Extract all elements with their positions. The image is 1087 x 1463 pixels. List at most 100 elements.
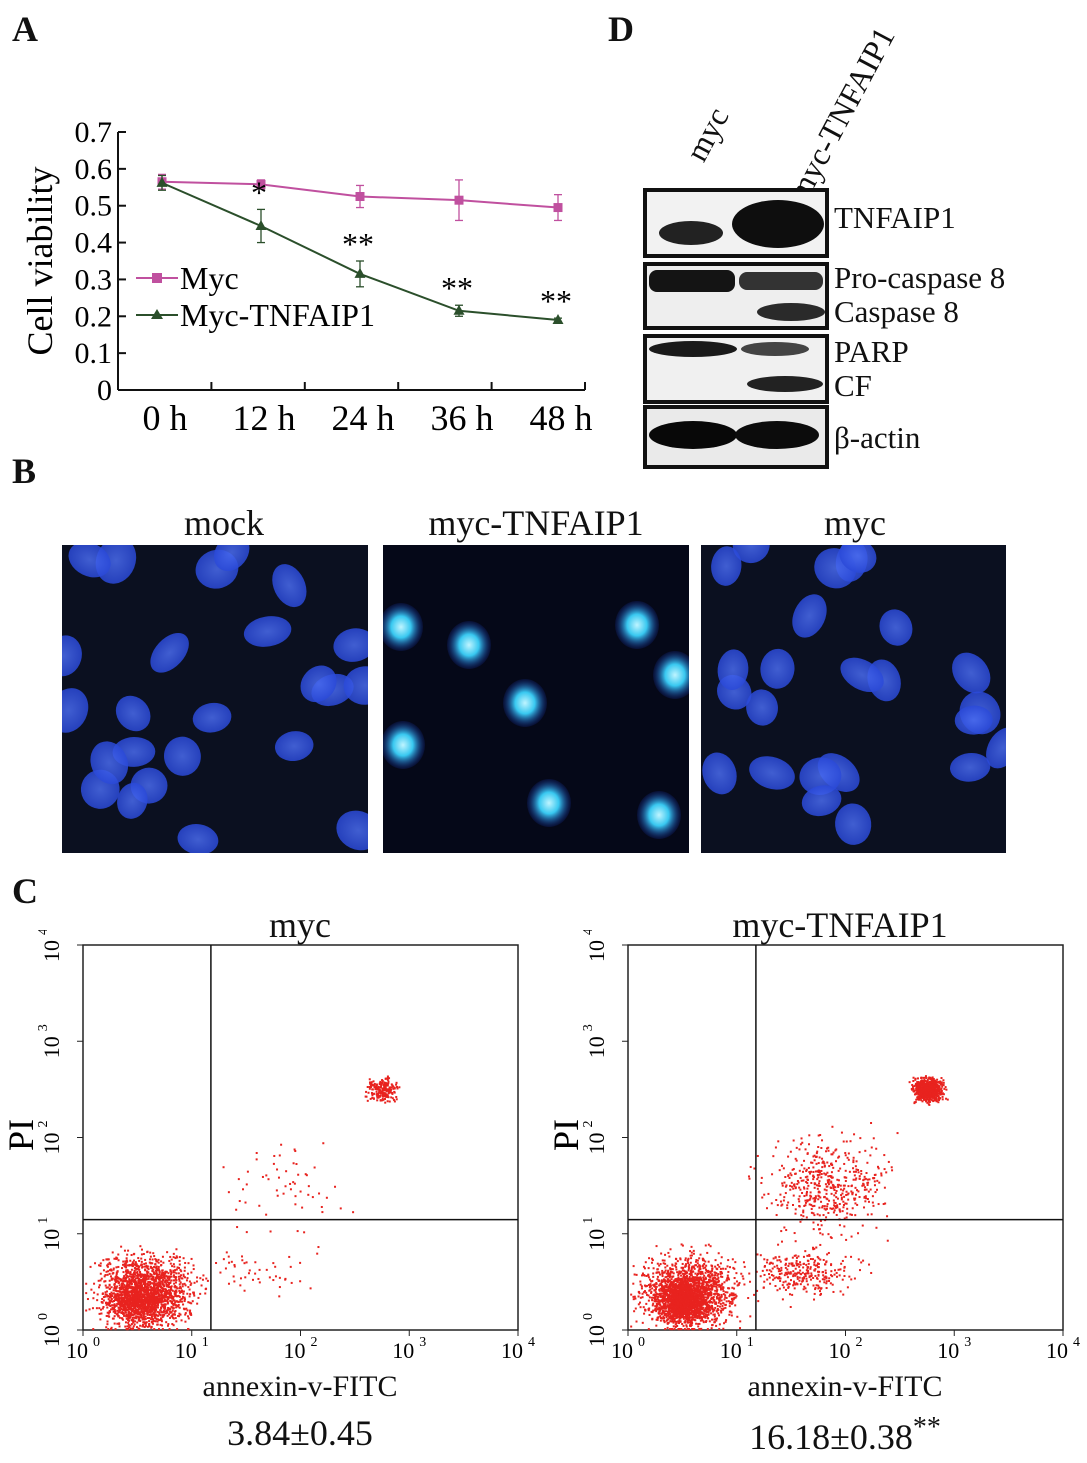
scatter-point	[654, 1305, 657, 1308]
scatter-point	[215, 1262, 218, 1265]
scatter-point	[660, 1292, 663, 1295]
scatter-point	[728, 1287, 731, 1290]
scatter-point	[730, 1293, 733, 1296]
scatter-point	[662, 1305, 665, 1308]
scatter-point	[700, 1304, 703, 1307]
scatter-point	[698, 1276, 701, 1279]
scatter-point	[685, 1314, 688, 1317]
scatter-point	[678, 1320, 681, 1323]
scatter-point	[155, 1258, 158, 1261]
scatter-point	[139, 1245, 142, 1248]
scatter-point	[639, 1283, 642, 1286]
scatter-point	[162, 1284, 165, 1287]
scatter-point	[172, 1324, 175, 1327]
scatter-point	[228, 1261, 231, 1264]
scatter-point	[702, 1306, 705, 1309]
scatter-point	[170, 1315, 173, 1318]
scatter-point	[239, 1277, 242, 1280]
scatter-point	[696, 1291, 699, 1294]
scatter-point	[120, 1308, 123, 1311]
scatter-point	[282, 1192, 285, 1195]
scatter-point	[149, 1273, 152, 1276]
scatter-point	[388, 1090, 391, 1093]
scatter-point	[658, 1301, 661, 1304]
scatter-point	[118, 1325, 121, 1328]
band-procaspase8-lane2	[739, 272, 823, 290]
scatter-point	[115, 1294, 118, 1297]
scatter-point	[164, 1270, 167, 1273]
scatter-point	[709, 1291, 712, 1294]
scatter-point	[122, 1276, 125, 1279]
scatter-point	[661, 1280, 664, 1283]
scatter-point	[178, 1306, 181, 1309]
scatter-point	[146, 1301, 149, 1304]
scatter-point	[151, 1309, 154, 1312]
scatter-point	[382, 1093, 385, 1096]
scatter-point	[136, 1311, 139, 1314]
scatter-point	[666, 1310, 669, 1313]
scatter-point	[173, 1302, 176, 1305]
scatter-point	[123, 1297, 126, 1300]
scatter-point	[708, 1294, 711, 1297]
scatter-point	[162, 1279, 165, 1282]
scatter-point	[689, 1280, 692, 1283]
scatter-point	[645, 1274, 648, 1277]
scatter-point	[133, 1271, 136, 1274]
scatter-point	[681, 1244, 684, 1247]
scatter-point	[180, 1270, 183, 1273]
scatter-point	[339, 1207, 342, 1210]
scatter-point	[697, 1312, 700, 1315]
scatter-point	[227, 1191, 230, 1194]
scatter-point	[671, 1308, 674, 1311]
scatter-point	[682, 1324, 685, 1327]
scatter-point	[145, 1321, 148, 1324]
scatter-point	[151, 1308, 154, 1311]
scatter-point	[709, 1300, 712, 1303]
scatter-point	[169, 1281, 172, 1284]
scatter-point	[131, 1304, 134, 1307]
nucleus	[274, 731, 314, 762]
scatter-point	[175, 1248, 178, 1251]
scatter-point	[730, 1292, 733, 1295]
scatter-point	[126, 1253, 129, 1256]
scatter-point	[125, 1299, 128, 1302]
scatter-point	[669, 1295, 672, 1298]
scatter-point	[138, 1303, 141, 1306]
significance-label: *	[251, 174, 267, 210]
scatter-point	[147, 1296, 150, 1299]
scatter-point	[117, 1253, 120, 1256]
scatter-point	[293, 1182, 296, 1185]
scatter-point	[690, 1254, 693, 1257]
scatter-point	[313, 1166, 316, 1169]
scatter-point	[149, 1302, 152, 1305]
scatter-point	[720, 1256, 723, 1259]
scatter-point	[681, 1269, 684, 1272]
scatter-point	[149, 1258, 152, 1261]
scatter-point	[142, 1312, 145, 1315]
scatter-point	[699, 1328, 702, 1331]
blot-label-parp: PARP	[834, 334, 909, 369]
scatter-point	[696, 1265, 699, 1268]
scatter-point	[724, 1320, 727, 1323]
scatter-point	[158, 1273, 161, 1276]
chart-axes: 00.10.20.30.40.50.60.70 h 12 h 24 h 36 h 48 …	[20, 116, 593, 438]
scatter-point	[166, 1302, 169, 1305]
scatter-point	[311, 1196, 314, 1199]
scatter-point	[106, 1311, 109, 1314]
scatter-point	[157, 1314, 160, 1317]
scatter-point	[156, 1310, 159, 1313]
scatter-point	[143, 1326, 146, 1329]
scatter-point	[151, 1306, 154, 1309]
band-parp-lane2	[741, 342, 809, 356]
scatter-point	[695, 1300, 698, 1303]
y-tick-exponent: 4	[581, 930, 596, 935]
scatter-point	[675, 1314, 678, 1317]
scatter-point	[657, 1316, 660, 1319]
scatter-point	[125, 1269, 128, 1272]
scatter-point	[689, 1254, 692, 1257]
scatter-point	[134, 1316, 137, 1319]
scatter-point	[164, 1288, 167, 1291]
scatter-point	[119, 1301, 122, 1304]
scatter-point	[732, 1298, 735, 1301]
micro-title-myc: myc	[824, 503, 886, 543]
